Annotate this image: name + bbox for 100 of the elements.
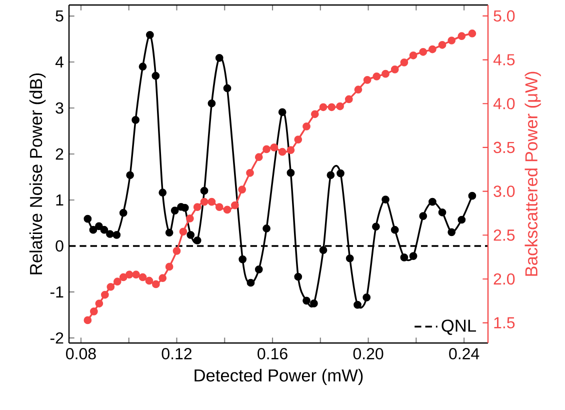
y2-tick-label: 2.0 [494, 273, 515, 285]
point [372, 72, 381, 80]
point [158, 274, 167, 282]
point [84, 316, 92, 324]
x-tick-label: 0.08 [66, 348, 96, 360]
point [468, 30, 476, 38]
point [448, 228, 456, 236]
point [400, 254, 408, 262]
point [390, 226, 399, 234]
point [172, 246, 181, 255]
point [106, 282, 115, 291]
point [428, 198, 436, 206]
point [95, 300, 104, 308]
point [158, 188, 167, 197]
point [310, 300, 318, 308]
point [262, 145, 270, 154]
point [193, 203, 202, 212]
point [254, 153, 263, 162]
point [354, 86, 362, 94]
point [208, 198, 216, 206]
point [363, 76, 372, 84]
y2-tick-label: 3.0 [494, 186, 515, 197]
y-tick-label: 3 [56, 102, 64, 114]
x-tick-label: 0.16 [258, 348, 288, 360]
point [215, 54, 224, 62]
point [438, 40, 446, 49]
y-tick-label: 2 [56, 148, 64, 160]
point [200, 186, 208, 195]
y-tick-label: 1 [56, 194, 64, 206]
point [400, 58, 408, 66]
y-axis-title: Relative Noise Power (dB) [29, 73, 46, 274]
point [106, 230, 114, 238]
point [419, 48, 428, 56]
point [336, 169, 344, 178]
y-tick-label: 0 [56, 240, 64, 252]
point [278, 148, 286, 156]
point [372, 222, 380, 231]
point [390, 65, 399, 74]
point [90, 307, 98, 316]
point [468, 192, 476, 200]
y2-axis-title: Backscattered Power (μW) [524, 72, 541, 276]
point [448, 36, 456, 44]
point [382, 196, 390, 204]
point [326, 171, 335, 180]
point [336, 102, 344, 110]
point [286, 168, 295, 177]
point [382, 70, 390, 78]
point [100, 290, 109, 299]
point [294, 272, 302, 281]
point [100, 226, 108, 234]
point [223, 206, 232, 214]
point [254, 265, 263, 274]
point [89, 226, 98, 234]
point [186, 230, 195, 239]
point [458, 32, 466, 40]
point [165, 262, 174, 271]
y-tick-label: 4 [55, 56, 64, 68]
y-tick-label: -2 [50, 332, 64, 344]
point [125, 270, 134, 279]
point [126, 171, 134, 180]
point [286, 146, 295, 154]
point [278, 108, 286, 116]
point [193, 236, 202, 244]
y2-tick-label: 4.0 [493, 98, 515, 110]
point [152, 280, 160, 288]
point [319, 103, 328, 112]
point [200, 198, 208, 206]
point [409, 51, 418, 60]
y2-tick-label: 2.5 [494, 229, 515, 241]
point [238, 186, 246, 194]
point [238, 255, 247, 264]
point [113, 278, 122, 286]
point [165, 228, 174, 237]
point [346, 254, 354, 262]
point [354, 300, 362, 309]
point [215, 203, 224, 212]
point [145, 276, 154, 285]
point [428, 45, 436, 54]
point [362, 294, 371, 302]
x-axis-title: Detected Power (mW) [194, 368, 363, 386]
point [302, 296, 310, 305]
y-tick-label: 5 [56, 10, 64, 22]
point [438, 208, 446, 216]
point [262, 224, 270, 232]
point [146, 30, 154, 39]
point [138, 273, 147, 282]
point [328, 103, 336, 112]
point [179, 228, 188, 236]
y-tick-label: -1 [50, 286, 64, 298]
point [223, 84, 232, 92]
point [230, 201, 239, 210]
point [112, 230, 121, 239]
point [132, 270, 140, 279]
y2-tick-label: 5.0 [494, 10, 515, 22]
x-tick-label: 0.20 [353, 348, 384, 360]
y2-tick-label: 1.5 [494, 317, 515, 328]
point [246, 278, 255, 287]
point [170, 206, 179, 214]
x-tick-label: 0.24 [449, 348, 480, 360]
point [319, 246, 328, 254]
